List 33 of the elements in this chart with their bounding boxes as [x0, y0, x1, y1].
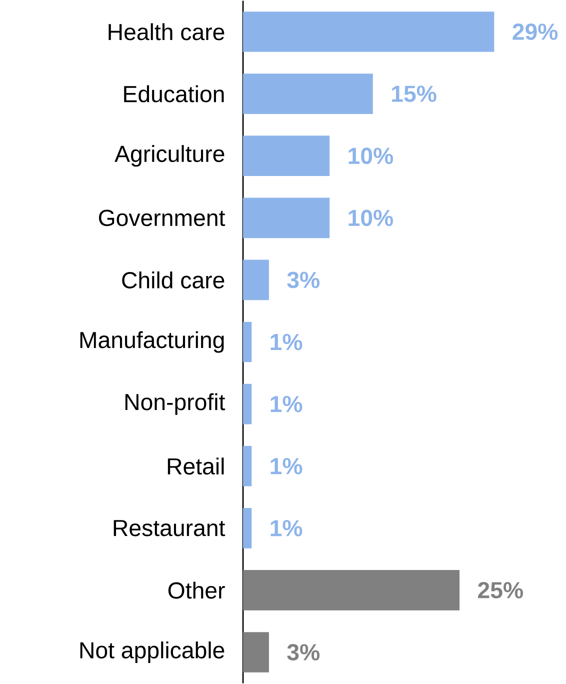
bar [242, 446, 252, 486]
bar [242, 12, 494, 52]
y-tick-label: Agriculture [114, 145, 224, 167]
data-label: 1% [270, 396, 302, 412]
y-tick-label: Government [99, 210, 226, 226]
bar [242, 508, 252, 548]
data-label: 29% [512, 24, 558, 40]
y-tick-label: Restaurant [114, 520, 226, 536]
data-label: 15% [392, 86, 436, 102]
bar [242, 198, 330, 238]
data-label: 1% [270, 334, 302, 350]
bar [242, 136, 330, 176]
data-label: 25% [478, 582, 523, 598]
y-tick-label: Retail [168, 458, 224, 475]
bar [242, 260, 269, 300]
data-label: 3% [287, 644, 320, 660]
bar [242, 384, 252, 424]
y-tick-label: Non-profit [125, 393, 226, 415]
bar [242, 632, 269, 672]
bar [242, 74, 373, 114]
data-label: 1% [270, 458, 302, 474]
y-tick-label: Other [168, 582, 225, 599]
y-tick-label: Education [124, 85, 224, 102]
bar [242, 570, 460, 610]
y-tick-label: Not applicable [80, 641, 224, 664]
y-tick-label: Health care [108, 23, 224, 40]
data-label: 10% [348, 210, 394, 226]
y-tick-label: Child care [122, 271, 224, 288]
data-label: 1% [270, 520, 302, 536]
data-label: 10% [348, 148, 394, 164]
data-label: 3% [287, 272, 320, 288]
y-tick-label: Manufacturing [80, 331, 224, 353]
bar [242, 322, 252, 362]
